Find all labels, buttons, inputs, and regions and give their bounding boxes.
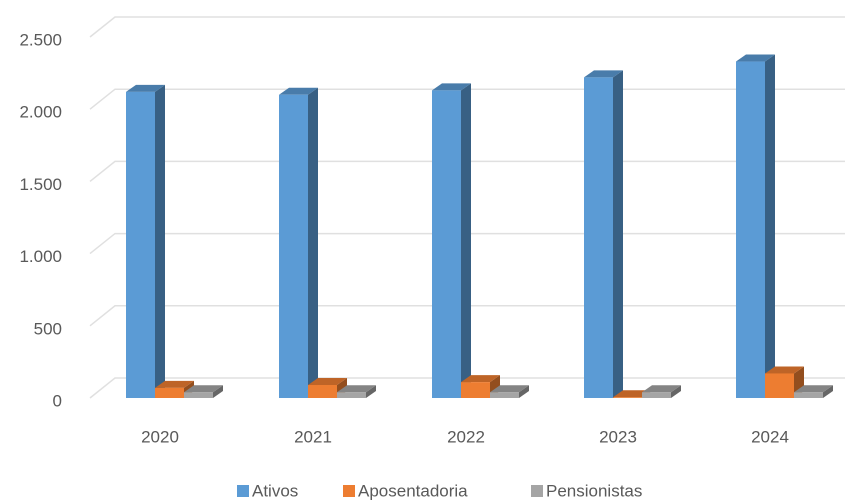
x-tick-label: 2024 <box>751 427 789 446</box>
bar-side <box>671 385 681 398</box>
bar <box>337 385 376 398</box>
bar <box>279 87 318 398</box>
bar-top <box>765 366 804 374</box>
y-tick-label: 2.500 <box>19 30 62 49</box>
bar-side <box>155 84 165 398</box>
y-tick-label: 0 <box>53 391 62 410</box>
legend-swatch <box>343 485 355 497</box>
bar-top <box>794 385 833 393</box>
legend-label: Aposentadoria <box>358 481 468 500</box>
bar-front <box>432 90 461 398</box>
bar-top <box>736 54 775 62</box>
bar-front <box>642 392 671 398</box>
bar-front <box>461 382 490 398</box>
bar <box>794 385 833 398</box>
bar <box>184 385 223 398</box>
bar-top <box>642 385 681 393</box>
bar-front <box>184 392 213 398</box>
bar-top <box>461 375 500 383</box>
y-tick-label: 1.000 <box>19 247 62 266</box>
bar-top <box>584 70 623 78</box>
legend-swatch <box>237 485 249 497</box>
bar <box>126 84 165 398</box>
bar-front <box>126 91 155 398</box>
bar-side <box>823 385 833 398</box>
bar-top <box>490 385 529 393</box>
y-tick-label: 1.500 <box>19 175 62 194</box>
bar-top <box>432 83 471 91</box>
bar-top <box>308 378 347 386</box>
bar-front <box>490 392 519 398</box>
bar <box>765 366 804 398</box>
bar-top <box>184 385 223 393</box>
bar <box>490 385 529 398</box>
bar-top <box>155 380 194 388</box>
bar-front <box>736 61 765 398</box>
bar-front <box>155 387 184 398</box>
bar-top <box>279 87 318 95</box>
legend-label: Ativos <box>252 481 298 500</box>
bar-side <box>519 385 529 398</box>
bar-front <box>308 385 337 398</box>
bar-side <box>613 70 623 398</box>
bar-front <box>765 373 794 398</box>
grid-line <box>89 16 845 38</box>
x-tick-label: 2023 <box>599 427 637 446</box>
bar <box>308 378 347 398</box>
bar <box>584 70 623 398</box>
bar-front <box>337 392 366 398</box>
bar-side <box>213 385 223 398</box>
bar-side <box>765 54 775 398</box>
legend-swatch <box>531 485 543 497</box>
bar-front <box>613 397 642 398</box>
bar-front <box>584 77 613 398</box>
y-tick-label: 2.000 <box>19 103 62 122</box>
bar-side <box>308 87 318 398</box>
legend-label: Pensionistas <box>546 481 642 500</box>
bar-side <box>461 83 471 398</box>
x-tick-label: 2020 <box>141 427 179 446</box>
bar <box>432 83 471 398</box>
y-tick-label: 500 <box>34 319 62 338</box>
bar-top <box>337 385 376 393</box>
bar-side <box>366 385 376 398</box>
bar-front <box>794 392 823 398</box>
x-tick-label: 2022 <box>447 427 485 446</box>
bar-front <box>279 94 308 398</box>
x-tick-label: 2021 <box>294 427 332 446</box>
bar <box>642 385 681 398</box>
bar-top <box>126 84 165 92</box>
bar <box>736 54 775 398</box>
